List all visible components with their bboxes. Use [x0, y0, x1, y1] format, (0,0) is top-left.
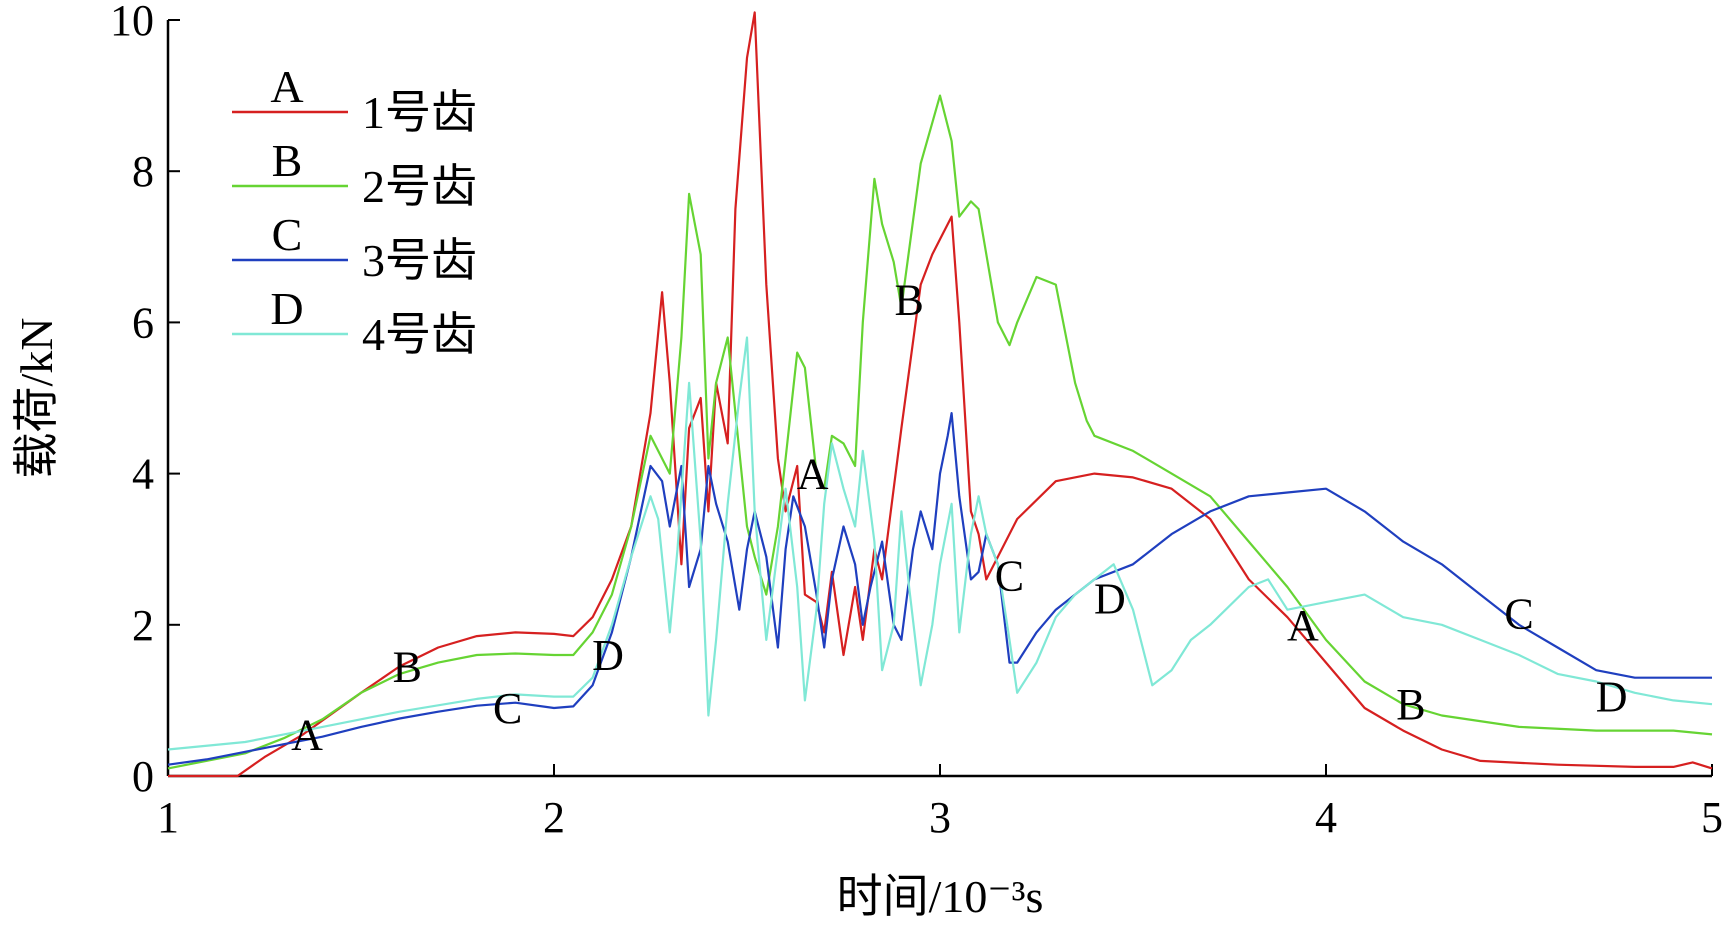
- legend: A 1号齿 B 2号齿 C 3号齿 D 4号齿: [232, 61, 477, 360]
- axes: [166, 19, 1713, 778]
- curve-label: C: [1504, 589, 1533, 638]
- curve-label: D: [1596, 673, 1628, 722]
- legend-label: 4号齿: [362, 309, 477, 360]
- legend-letter: A: [270, 61, 303, 112]
- series-line-1: [168, 11, 1713, 778]
- curve-label: A: [291, 710, 323, 759]
- legend-label: 3号齿: [362, 235, 477, 286]
- series-line-4: [167, 336, 1713, 751]
- series-line-2: [167, 94, 1713, 770]
- legend-label: 2号齿: [362, 161, 477, 212]
- curve-labels: A B C D A B C D A B C D: [291, 276, 1627, 760]
- series-line-3: [167, 412, 1712, 766]
- curve-label: C: [995, 552, 1024, 601]
- y-tick-label: 0: [132, 752, 154, 801]
- curve-label: C: [493, 684, 522, 733]
- y-tick-label: 10: [110, 0, 154, 45]
- curve-label: D: [592, 631, 624, 680]
- curve-label: B: [393, 642, 422, 691]
- x-axis-title: 时间/10⁻³s: [837, 871, 1044, 922]
- curve-label: A: [797, 450, 829, 499]
- y-tick-label: 8: [132, 147, 154, 196]
- curve-label: D: [1094, 574, 1126, 623]
- x-tick-label: 5: [1701, 793, 1723, 842]
- y-axis-title: 载荷/kN: [11, 318, 62, 479]
- series-lines: [167, 11, 1713, 778]
- y-tick-label: 6: [132, 298, 154, 347]
- curve-label: A: [1287, 601, 1319, 650]
- x-tick-label: 1: [157, 793, 179, 842]
- x-tick-label: 4: [1315, 793, 1337, 842]
- x-tick-label: 3: [929, 793, 951, 842]
- curve-label: B: [894, 276, 923, 325]
- legend-letter: D: [270, 283, 303, 334]
- y-tick-label: 4: [132, 450, 154, 499]
- y-tick-label: 2: [132, 601, 154, 650]
- legend-letter: C: [272, 209, 303, 260]
- legend-label: 1号齿: [362, 87, 477, 138]
- x-tick-label: 2: [543, 793, 565, 842]
- curve-label: B: [1396, 680, 1425, 729]
- tick-labels: 1 2 3 4 5 0 2 4 6 8 10: [110, 0, 1723, 842]
- legend-letter: B: [272, 135, 303, 186]
